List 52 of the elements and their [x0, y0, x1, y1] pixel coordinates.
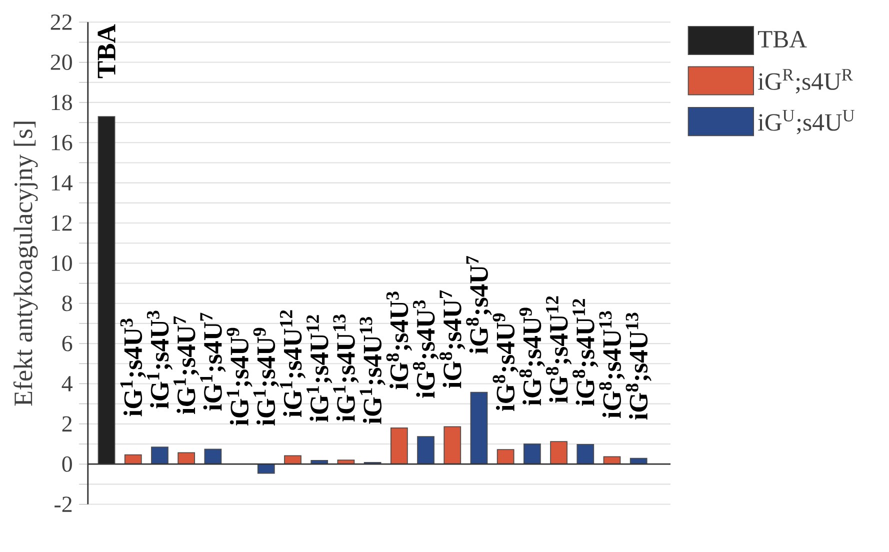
x-tick-label: iG$^{1}$;s4U$^{3}$	[120, 318, 146, 416]
x-tick-label: iG$^{8}$;s4U$^{12}$	[546, 296, 572, 403]
legend-label: iG$^{U}$;s4U$^{U}$	[758, 110, 854, 134]
bar	[284, 455, 302, 465]
bar	[257, 464, 275, 474]
x-tick-label: iG$^{8}$;s4U$^{13}$	[599, 311, 625, 418]
x-tick-label: iG$^{8}$;s4U$^{7}$	[440, 290, 466, 388]
x-tick-label: iG$^{1}$;s4U$^{13}$	[360, 316, 386, 424]
x-tick-label: iG$^{8}$;s4U$^{3}$	[412, 300, 439, 398]
y-tick-label: 6	[62, 336, 72, 352]
x-tick-label: iG$^{1}$;s4U$^{13}$	[333, 314, 359, 422]
y-tick-label: 18	[52, 94, 72, 110]
y-tick-label: 8	[62, 296, 72, 312]
bar	[417, 436, 434, 465]
x-tick-label: iG$^{1}$;s4U$^{7}$	[174, 316, 200, 414]
y-tick-label: 14	[52, 175, 72, 190]
bar	[178, 452, 196, 465]
y-tick-label: 0	[62, 456, 72, 472]
x-tick-label: iG$^{8}$;s4U$^{3}$	[386, 292, 412, 390]
x-tick-label: iG$^{8}$;s4U$^{9}$	[519, 308, 546, 406]
x-tick-label: iG$^{1}$;s4U$^{12}$	[280, 310, 306, 418]
y-tick-label: 22	[50, 14, 72, 30]
x-tick-label: iG$^{8}$;s4U$^{9}$	[492, 313, 518, 412]
legend-label: iG$^{R}$;s4U$^{R}$	[758, 69, 853, 94]
x-tick-label: iG$^{1}$;s4U$^{9}$	[226, 328, 252, 426]
x-tick-label: iG$^{1}$;s4U$^{7}$	[200, 312, 226, 411]
x-tick-label: iG$^{1}$;s4U$^{12}$	[306, 315, 332, 422]
bar	[390, 427, 408, 465]
x-tick-label: iG$^{1}$;s4U$^{3}$	[146, 310, 173, 408]
bar	[98, 116, 116, 465]
bar	[124, 454, 142, 465]
y-tick-label: 12	[52, 215, 72, 231]
bar	[470, 392, 488, 465]
bar	[550, 441, 568, 465]
bar	[576, 444, 594, 465]
x-tick-label: iG$^{8}$;s4U$^{13}$	[626, 312, 652, 420]
bar	[496, 449, 514, 465]
y-tick-label: 4	[62, 376, 72, 392]
bar	[523, 444, 541, 465]
bar	[444, 426, 462, 465]
x-tick-label: iG$^{8}$;s4U$^{7}$	[466, 256, 492, 354]
y-tick-label: 10	[52, 255, 72, 271]
x-tick-label: iG$^{8}$;s4U$^{12}$	[572, 299, 598, 406]
y-tick-label: 20	[50, 54, 72, 70]
bar	[204, 448, 222, 465]
y-tick-label: -2	[54, 496, 72, 512]
y-axis-title: Efekt antykoagulacyjny [s]	[13, 122, 38, 406]
y-tick-label: 2	[62, 416, 72, 432]
bar	[151, 446, 168, 465]
legend-label: TBA	[758, 30, 807, 48]
x-tick-label: iG$^{1}$;s4U$^{9}$	[253, 328, 279, 426]
y-tick-label: 16	[52, 134, 72, 150]
